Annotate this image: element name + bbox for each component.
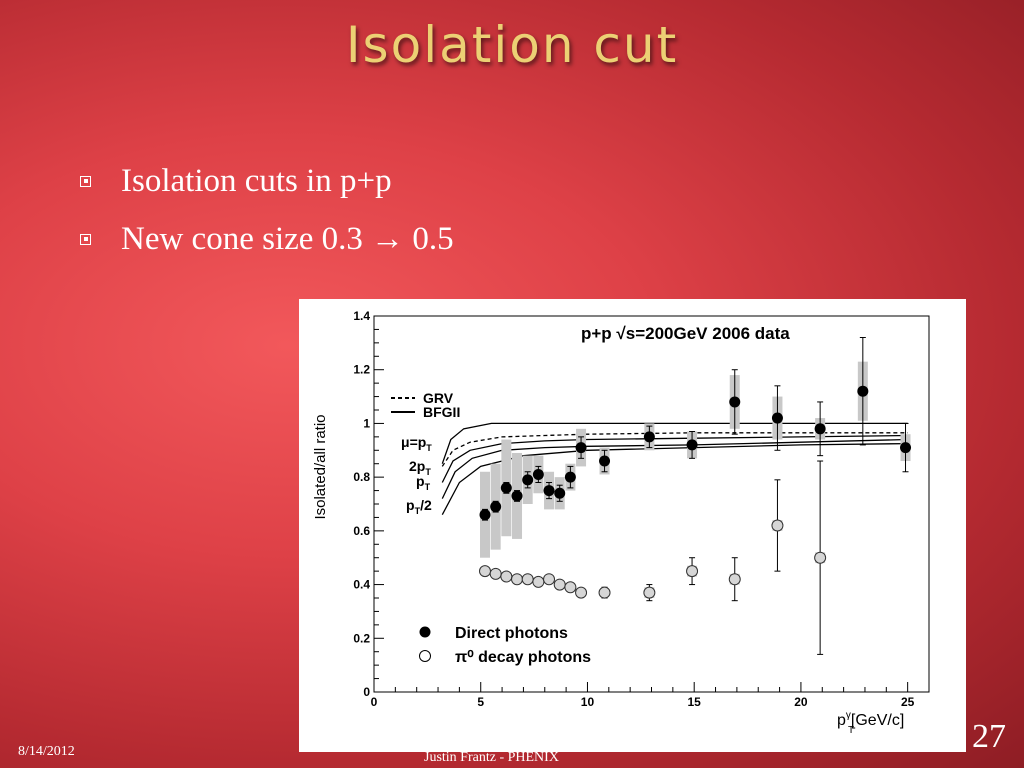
direct-photon-point — [500, 482, 512, 494]
isolation-ratio-chart: p+p √s=200GeV 2006 data Isolated/all rat… — [312, 309, 930, 736]
theory-curve — [441, 432, 908, 467]
direct-photon-point — [564, 471, 576, 483]
decay-photon-point — [489, 567, 502, 580]
direct-photon-point — [532, 468, 544, 480]
chart-title: p+p √s=200GeV 2006 data — [581, 324, 790, 343]
axes-layer: 0 5 10 15 20 25 0 0.2 0.4 0.6 0.8 1 1.2 1.4 — [353, 309, 930, 709]
decay-photon-point — [511, 573, 524, 586]
direct-photon-point — [490, 501, 502, 513]
chart-panel: p+p √s=200GeV 2006 data Isolated/all rat… — [299, 299, 966, 752]
square-bullet-icon — [80, 175, 91, 187]
x-tick-label: 15 — [688, 695, 702, 709]
x-label-sup: γ — [846, 710, 851, 721]
y-tick-label: 1.4 — [353, 309, 370, 323]
theory-curve — [441, 422, 908, 464]
x-label-unit: [GeV/c] — [851, 712, 904, 729]
direct-photon-point — [599, 455, 611, 467]
decay-photon-point — [521, 573, 534, 586]
decay-photon-point — [553, 578, 566, 591]
x-tick-label: 10 — [581, 695, 595, 709]
theory-curve — [441, 438, 908, 499]
decay-photon-point — [532, 575, 545, 588]
decay-photon-point — [771, 519, 784, 532]
direct-photon-point — [771, 412, 783, 424]
footer-author: Justin Frantz - PHENIX — [424, 750, 559, 765]
y-tick-label: 0.8 — [353, 470, 370, 484]
bullet-text: Isolation cuts in p+p — [121, 162, 392, 199]
decay-photon-point — [814, 551, 827, 564]
x-tick-label: 25 — [901, 695, 915, 709]
y-tick-label: 0.6 — [353, 524, 370, 538]
footer-date: 8/14/2012 — [18, 744, 75, 759]
square-bullet-icon — [80, 233, 91, 245]
bullet-item: New cone size 0.3 → 0.5 — [80, 210, 454, 268]
x-tick-label: 0 — [371, 695, 378, 709]
x-tick-label: 5 — [477, 695, 484, 709]
direct-photon-point — [575, 442, 587, 454]
decay-photon-point — [479, 565, 491, 578]
y-tick-label: 1 — [363, 416, 370, 430]
legend-direct-marker — [419, 626, 431, 638]
direct-photon-point — [479, 509, 491, 521]
legend-grv-label: GRV — [423, 390, 454, 406]
decay-photon-point — [564, 581, 577, 594]
bullet-item: Isolation cuts in p+p — [80, 152, 454, 210]
y-axis-label: Isolated/all ratio — [312, 414, 329, 519]
x-axis-label: pγ[GeV/c] T — [837, 710, 904, 736]
direct-photon-point — [900, 442, 912, 454]
legend-direct-label: Direct photons — [455, 625, 568, 642]
legend-decay-label: π⁰ decay photons — [455, 649, 591, 666]
slide-title: Isolation cut — [345, 16, 679, 74]
x-label-sub: T — [848, 725, 854, 736]
direct-photon-point — [543, 485, 555, 497]
decay-photon-point — [598, 586, 611, 599]
theory-curve — [441, 434, 908, 483]
x-tick-label: 20 — [794, 695, 808, 709]
decay-photon-point — [543, 573, 556, 586]
y-tick-label: 0 — [363, 685, 370, 699]
svg-text:pγ[GeV/c]: pγ[GeV/c] — [837, 710, 904, 729]
direct-photon-point — [686, 439, 698, 451]
legend-decay-marker — [419, 650, 431, 662]
data-points — [479, 336, 912, 655]
decay-photon-point — [575, 586, 588, 599]
decay-photon-point — [686, 565, 699, 578]
label-mu-pt: μ=pT — [401, 434, 432, 453]
decay-photon-point — [643, 586, 656, 599]
label-pt: pT — [416, 473, 431, 492]
label-2pt: 2pT — [409, 458, 431, 477]
direct-photon-point — [511, 490, 523, 502]
label-pt-half: pT/2 — [406, 497, 432, 516]
y-tick-label: 1.2 — [353, 363, 370, 377]
slide-number: 27 — [972, 718, 1006, 755]
bullet-text: New cone size 0.3 → 0.5 — [121, 220, 454, 257]
direct-photon-point — [857, 385, 869, 397]
direct-photon-point — [554, 487, 566, 499]
direct-photon-point — [643, 431, 655, 443]
decay-photon-point — [500, 570, 513, 583]
bullet-list: Isolation cuts in p+p New cone size 0.3 … — [80, 152, 454, 268]
theory-curve — [441, 442, 908, 516]
decay-photon-point — [728, 573, 741, 586]
y-tick-label: 0.2 — [353, 631, 370, 645]
x-label-p: p — [837, 712, 846, 729]
y-tick-label: 0.4 — [353, 578, 370, 592]
theory-curves — [441, 422, 908, 516]
direct-photon-point — [522, 474, 534, 486]
direct-photon-point — [729, 396, 741, 408]
direct-photon-point — [814, 423, 826, 435]
legend-bfgii-label: BFGII — [423, 404, 460, 420]
